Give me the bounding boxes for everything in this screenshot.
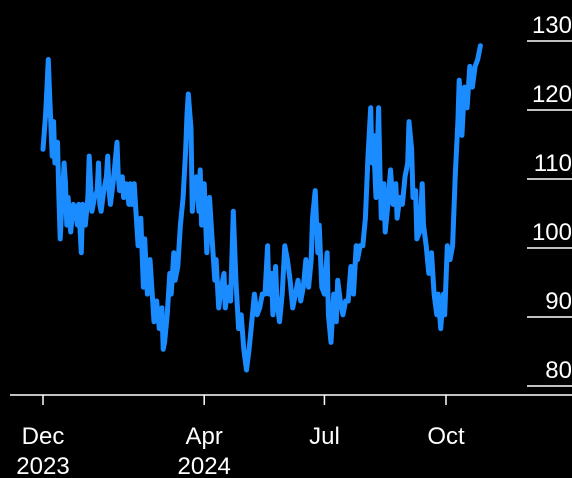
- x-axis-tick-labels: Dec 2023 Apr 2024 Jul Oct: [16, 423, 465, 478]
- x-tick-label: Oct: [427, 423, 465, 450]
- x-tick-label-year: 2024: [178, 453, 231, 478]
- y-axis-tick-labels: 80 90 100 110 120 130: [532, 12, 572, 384]
- y-tick-label: 130: [532, 12, 572, 39]
- y-tick-label: 120: [532, 81, 572, 108]
- y-tick-label: 90: [545, 288, 572, 315]
- x-tick-label-year: 2023: [16, 453, 69, 478]
- x-axis-ticks: [42, 395, 447, 405]
- x-tick-label: Dec: [22, 423, 65, 450]
- y-tick-label: 100: [532, 219, 572, 246]
- x-tick-label: Apr: [186, 423, 223, 450]
- gridlines: [527, 40, 572, 387]
- series-line: [40, 43, 483, 373]
- x-tick-label: Jul: [309, 423, 340, 450]
- y-tick-label: 110: [534, 150, 572, 177]
- y-tick-label: 80: [545, 357, 572, 384]
